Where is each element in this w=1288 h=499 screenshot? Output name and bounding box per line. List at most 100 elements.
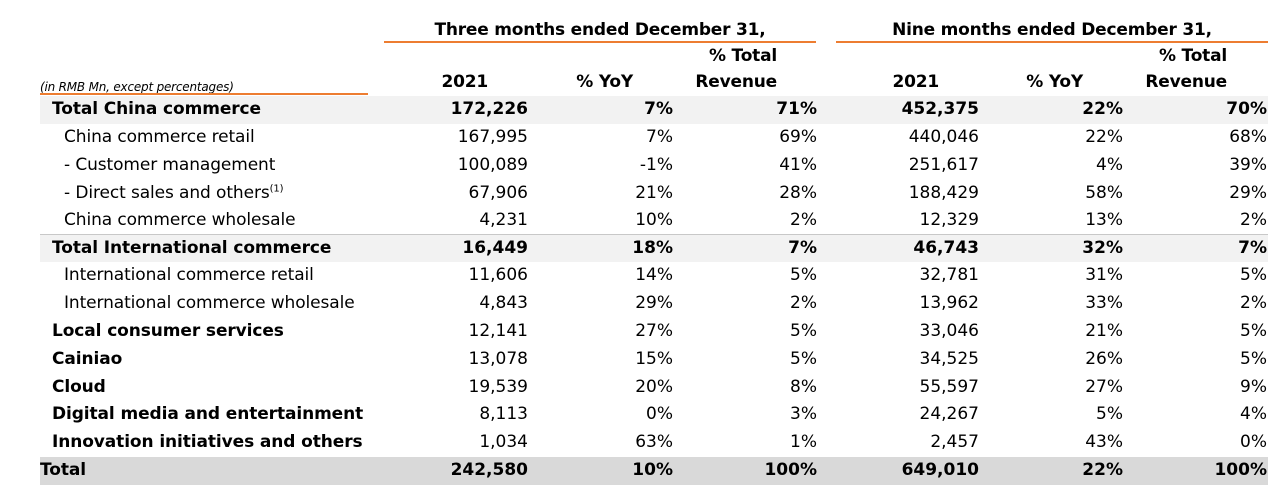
cell-n-yoy: 22% xyxy=(1085,127,1123,147)
cell-q-total: 41% xyxy=(779,155,817,175)
table-row-total-international-commerce: Total International commerce 16,449 18% … xyxy=(40,234,1268,262)
cell-n-total: 39% xyxy=(1229,155,1267,175)
cell-n-2021: 452,375 xyxy=(901,99,979,119)
table-row-china-commerce-wholesale: China commerce wholesale 4,231 10% 2% 12… xyxy=(40,207,1268,235)
cell-q-2021: 16,449 xyxy=(462,238,528,258)
cell-n-total: 70% xyxy=(1226,99,1267,119)
units-note-text: (in RMB Mn, except percentages) xyxy=(40,80,234,94)
cell-q-2021: 13,078 xyxy=(468,349,528,369)
cell-n-total: 29% xyxy=(1229,183,1267,203)
cell-n-2021: 251,617 xyxy=(908,155,979,175)
cell-n-2021: 188,429 xyxy=(908,183,979,203)
cell-n-2021: 2,457 xyxy=(930,432,979,452)
cell-n-total: 7% xyxy=(1238,238,1267,258)
table-row-cainiao: Cainiao 13,078 15% 5% 34,525 26% 5% xyxy=(40,346,1268,374)
cell-q-total: 69% xyxy=(779,127,817,147)
row-label: Total xyxy=(40,460,86,480)
cell-n-2021: 32,781 xyxy=(919,265,979,285)
cell-q-total: 5% xyxy=(790,321,817,341)
cell-q-2021: 12,141 xyxy=(468,321,528,341)
units-note-underline xyxy=(40,93,368,95)
cell-n-2021: 46,743 xyxy=(913,238,979,258)
cell-q-yoy: 29% xyxy=(635,293,673,313)
row-label: Cloud xyxy=(52,377,106,397)
row-label: International commerce retail xyxy=(64,265,314,285)
cell-n-total: 68% xyxy=(1229,127,1267,147)
row-label: International commerce wholesale xyxy=(64,293,355,313)
q-total-header-line2: Revenue xyxy=(695,72,777,92)
row-label: Digital media and entertainment xyxy=(52,404,364,424)
cell-q-2021: 172,226 xyxy=(450,99,528,119)
cell-n-yoy: 27% xyxy=(1085,377,1123,397)
cell-q-total: 100% xyxy=(764,460,817,480)
table-row-local-consumer-services: Local consumer services 12,141 27% 5% 33… xyxy=(40,318,1268,346)
cell-n-2021: 440,046 xyxy=(908,127,979,147)
cell-q-total: 28% xyxy=(779,183,817,203)
cell-n-total: 5% xyxy=(1240,265,1267,285)
cell-n-yoy: 5% xyxy=(1096,404,1123,424)
cell-q-2021: 242,580 xyxy=(450,460,528,480)
cell-q-2021: 167,995 xyxy=(457,127,528,147)
row-label: Local consumer services xyxy=(52,321,284,341)
table-row-international-commerce-retail: International commerce retail 11,606 14%… xyxy=(40,262,1268,290)
row-label-wrapper: - Direct sales and others(1) xyxy=(64,180,284,208)
cell-q-total: 8% xyxy=(790,377,817,397)
cell-q-yoy: 10% xyxy=(632,460,673,480)
cell-q-yoy: 15% xyxy=(635,349,673,369)
table-row-china-commerce-retail: China commerce retail 167,995 7% 69% 440… xyxy=(40,124,1268,152)
cell-q-yoy: 21% xyxy=(635,183,673,203)
table-row-digital-media: Digital media and entertainment 8,113 0%… xyxy=(40,401,1268,429)
table-row-international-commerce-wholesale: International commerce wholesale 4,843 2… xyxy=(40,290,1268,318)
table-row-total-china-commerce: Total China commerce 172,226 7% 71% 452,… xyxy=(40,96,1268,124)
cell-n-2021: 13,962 xyxy=(919,293,979,313)
cell-n-total: 2% xyxy=(1240,210,1267,230)
cell-n-yoy: 43% xyxy=(1085,432,1123,452)
cell-q-total: 1% xyxy=(790,432,817,452)
nine-months-underline xyxy=(836,41,1268,43)
cell-q-total: 2% xyxy=(790,210,817,230)
cell-q-2021: 11,606 xyxy=(468,265,528,285)
cell-q-total: 71% xyxy=(776,99,817,119)
n-total-header-line2: Revenue xyxy=(1145,72,1227,92)
cell-n-total: 5% xyxy=(1240,321,1267,341)
three-months-underline xyxy=(384,41,816,43)
cell-q-total: 5% xyxy=(790,265,817,285)
cell-q-total: 7% xyxy=(788,238,817,258)
cell-q-2021: 1,034 xyxy=(479,432,528,452)
n-total-header-line1: % Total xyxy=(1159,46,1227,66)
n-yoy-header: % YoY xyxy=(1026,72,1083,92)
cell-n-total: 0% xyxy=(1240,432,1267,452)
table-row-total: Total 242,580 10% 100% 649,010 22% 100% xyxy=(40,457,1268,485)
nine-months-title: Nine months ended December 31, xyxy=(892,20,1212,40)
cell-q-2021: 67,906 xyxy=(468,183,528,203)
cell-n-2021: 649,010 xyxy=(901,460,979,480)
footnote-marker: (1) xyxy=(269,183,284,195)
cell-n-2021: 12,329 xyxy=(919,210,979,230)
table-row-direct-sales: - Direct sales and others(1) 67,906 21% … xyxy=(40,180,1268,208)
cell-n-2021: 55,597 xyxy=(919,377,979,397)
cell-n-total: 9% xyxy=(1240,377,1267,397)
cell-n-yoy: 26% xyxy=(1085,349,1123,369)
three-months-title: Three months ended December 31, xyxy=(434,20,766,40)
row-label: Total International commerce xyxy=(52,238,332,258)
cell-n-total: 100% xyxy=(1214,460,1267,480)
cell-q-total: 3% xyxy=(790,404,817,424)
cell-n-2021: 33,046 xyxy=(919,321,979,341)
cell-n-yoy: 31% xyxy=(1085,265,1123,285)
row-label: China commerce retail xyxy=(64,127,255,147)
cell-q-yoy: -1% xyxy=(639,155,673,175)
cell-n-total: 4% xyxy=(1240,404,1267,424)
cell-q-yoy: 7% xyxy=(646,127,673,147)
cell-n-yoy: 32% xyxy=(1082,238,1123,258)
cell-q-yoy: 63% xyxy=(635,432,673,452)
row-label: Total China commerce xyxy=(52,99,261,119)
row-label: Innovation initiatives and others xyxy=(52,432,363,452)
cell-q-2021: 4,231 xyxy=(479,210,528,230)
row-label: Cainiao xyxy=(52,349,123,369)
cell-q-yoy: 0% xyxy=(646,404,673,424)
cell-n-yoy: 58% xyxy=(1085,183,1123,203)
cell-q-2021: 4,843 xyxy=(479,293,528,313)
q-total-header-line1: % Total xyxy=(709,46,777,66)
cell-n-yoy: 22% xyxy=(1082,460,1123,480)
table-row-innovation-initiatives: Innovation initiatives and others 1,034 … xyxy=(40,429,1268,457)
